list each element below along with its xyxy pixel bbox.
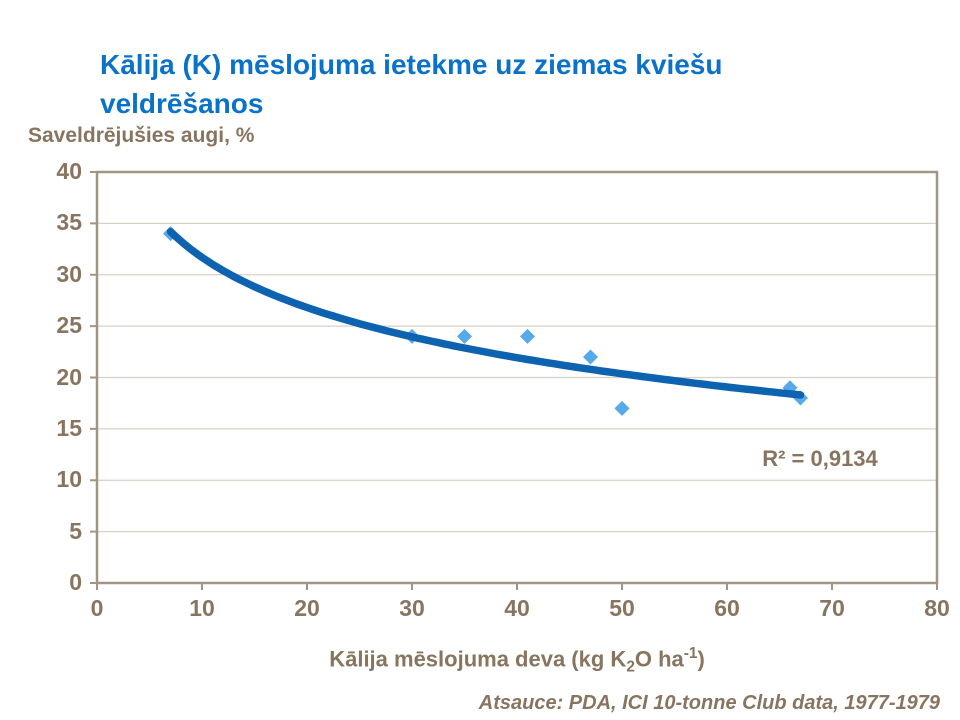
x-axis-title-subscript: 2 [626,658,635,676]
x-axis-title: Kālija mēslojuma deva (kg K2O ha-1) [97,645,937,677]
data-point-marker [520,328,535,344]
y-tick-label: 20 [56,363,82,390]
y-tick-label: 30 [56,260,82,287]
x-axis-title-mid: O ha [634,646,684,672]
y-tick-label: 10 [56,466,82,493]
y-tick-label: 15 [56,414,82,441]
y-tick-label: 5 [69,517,82,544]
y-tick-label: 35 [56,209,82,236]
x-axis-title-post: ) [697,646,705,672]
y-tick-label: 40 [56,158,82,184]
x-tick-label: 30 [399,595,425,621]
x-tick-label: 60 [714,595,740,621]
data-point-marker [614,400,630,416]
y-axis-title: Saveldrējušies augi, % [28,124,255,147]
x-tick-label: 50 [609,595,635,621]
x-tick-label: 80 [924,595,950,621]
trendline-curve [166,227,805,399]
x-axis-title-pre: Kālija mēslojuma deva (kg K [329,646,627,672]
data-point-marker [583,349,598,365]
chart-title: Kālija (K) mēslojuma ietekme uz ziemas k… [100,49,723,119]
y-tick-label: 25 [56,312,82,339]
x-tick-label: 0 [90,595,104,621]
data-point-marker [457,328,472,344]
x-tick-label: 70 [819,595,845,621]
r-squared-label: R² = 0,9134 [762,446,878,471]
x-tick-label: 10 [189,595,215,621]
y-tick-label: 0 [69,569,82,595]
x-axis-title-superscript: -1 [683,645,698,662]
source-reference: Atsauce: PDA, ICI 10-tonne Club data, 19… [478,692,940,714]
x-tick-label: 40 [504,595,530,621]
x-tick-label: 20 [294,595,320,621]
